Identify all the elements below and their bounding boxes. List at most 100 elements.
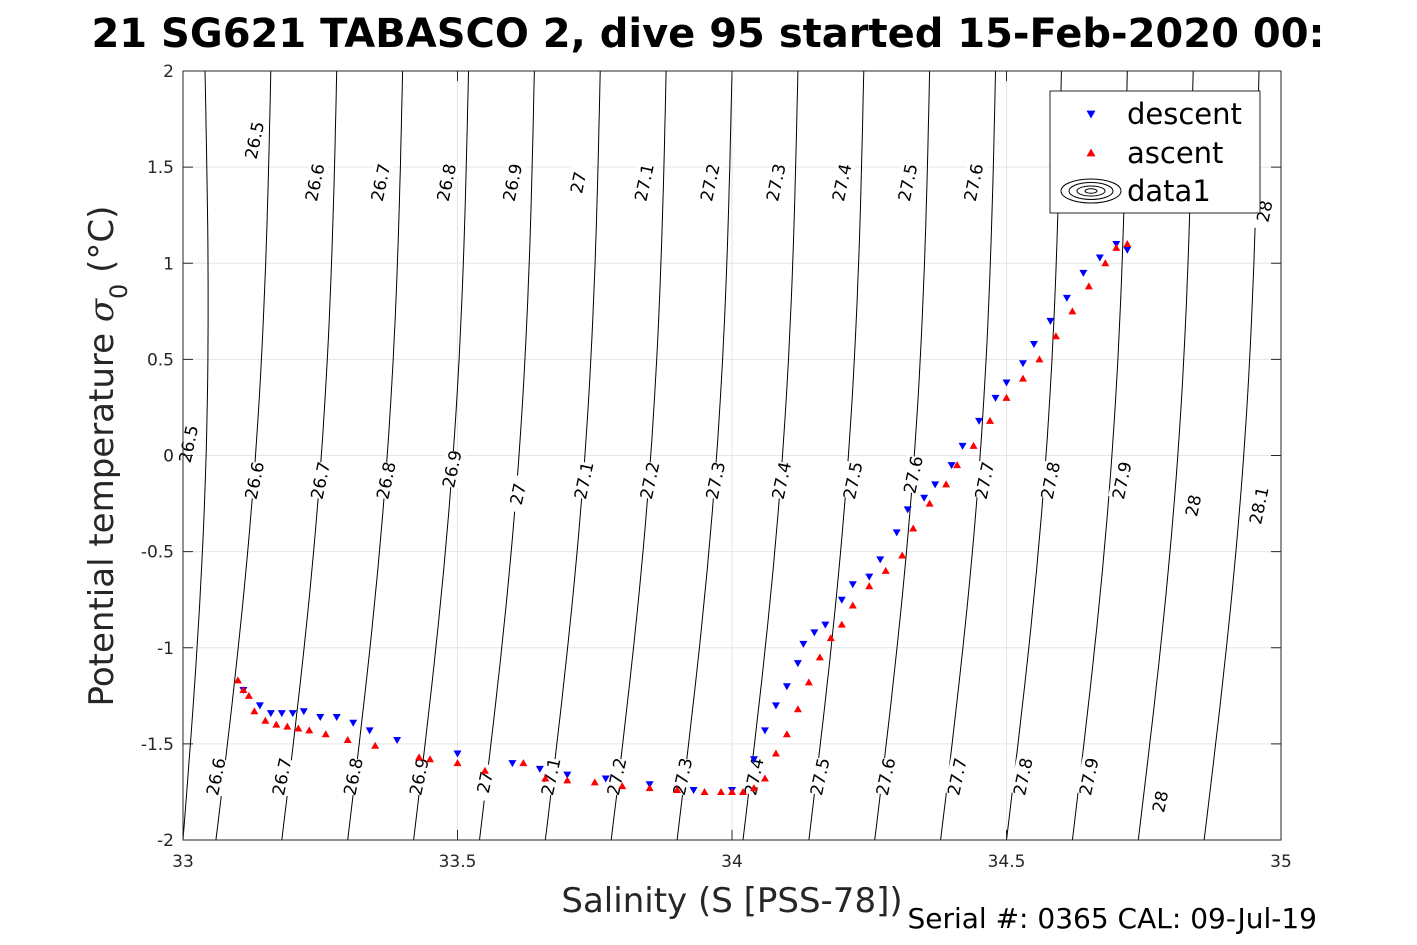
contour-label-background	[899, 455, 927, 495]
descent-point	[821, 621, 830, 629]
descent-point	[393, 737, 402, 745]
contour-label-background	[537, 756, 565, 797]
ascent-point	[1101, 259, 1110, 267]
descent-point	[760, 727, 769, 735]
ascent-point	[343, 736, 352, 744]
ascent-point	[272, 720, 281, 728]
ascent-point	[426, 755, 435, 763]
legend-marker-ascent	[1086, 148, 1096, 157]
ascent-point	[294, 724, 303, 732]
serial-cal-footer: Serial #: 0365 CAL: 09-Jul-19	[907, 902, 1317, 935]
descent-point	[799, 640, 808, 648]
ascent-point	[563, 776, 572, 784]
ascent-point	[815, 653, 824, 661]
ascent-point	[898, 551, 907, 559]
contour-label-background	[174, 424, 203, 464]
data-points	[233, 240, 1132, 795]
contour-label-background	[1108, 460, 1136, 501]
descent-point	[848, 581, 857, 589]
density-contour-line	[742, 71, 799, 840]
ascent-point	[1035, 355, 1044, 363]
descent-point	[255, 702, 264, 710]
descent-point	[1002, 379, 1011, 387]
descent-point	[316, 713, 325, 721]
density-contour-line	[940, 71, 996, 840]
ascent-point	[453, 759, 462, 767]
ascent-point	[541, 774, 550, 782]
descent-point	[299, 708, 308, 716]
legend-label-descent: descent	[1127, 97, 1242, 131]
density-contour-label: 27	[471, 762, 499, 802]
ascent-point	[250, 707, 259, 715]
ascent-point	[321, 730, 330, 738]
contour-label-background	[960, 162, 988, 203]
descent-point	[1095, 254, 1104, 262]
density-contour-line	[183, 71, 209, 840]
ascent-point	[865, 582, 874, 590]
contour-label-background	[306, 460, 334, 501]
ascent-point	[645, 784, 654, 792]
descent-point	[453, 750, 462, 758]
contour-label-background	[372, 460, 400, 501]
ascent-point	[793, 705, 802, 713]
descent-point	[876, 556, 885, 564]
density-contour-line	[874, 71, 931, 840]
ascent-point	[738, 787, 747, 795]
contour-label-background	[894, 162, 922, 203]
ascent-point	[239, 686, 248, 694]
descent-point	[920, 494, 929, 502]
contour-label-background	[701, 460, 730, 501]
ascent-point	[969, 441, 978, 449]
ascent-point	[848, 601, 857, 609]
y-axis-label-main: Potential temperature	[82, 333, 122, 706]
descent-point	[975, 417, 984, 425]
density-contour-line	[281, 71, 338, 840]
ascent-point	[986, 416, 995, 424]
ascent-point	[837, 620, 846, 628]
contour-label-background	[405, 756, 433, 797]
ascent-point	[233, 676, 242, 684]
x-axis-ticks: 33 33.5 34 34.5 35	[172, 71, 1292, 872]
x-axis-label: Salinity (S [PSS-78])	[561, 881, 902, 921]
descent-point	[277, 710, 286, 718]
descent-point	[365, 727, 374, 735]
y-axis-ticks: -2 -1.5 -1 -0.5 0 0.5 1 1.5 2	[141, 62, 1281, 851]
y-tick-label: 1	[163, 254, 174, 274]
contour-label-text: 27	[474, 770, 498, 795]
y-axis-label: Potential temperature σ0 (°C)	[82, 206, 133, 707]
contour-label-background	[970, 460, 999, 501]
y-axis-label-unit: (°C)	[82, 206, 122, 273]
density-contour-line	[808, 71, 865, 840]
contour-label-background	[762, 162, 790, 203]
y-tick-label: -1	[157, 639, 174, 659]
descent-point	[903, 506, 912, 514]
density-contour-label: 28	[1146, 781, 1174, 822]
y-tick-label: 0.5	[147, 350, 174, 370]
density-contour-line	[676, 71, 733, 840]
contour-label-background	[432, 162, 461, 203]
ascent-point	[1084, 282, 1093, 290]
density-contour-labels: 26.526.6 26.7 26.8 26.9 27 27.1 27.2 27.3 27.4 27…	[174, 120, 1279, 822]
density-contour-label: 27	[504, 474, 532, 514]
y-tick-label: 2	[163, 62, 174, 82]
legend-label-ascent: ascent	[1127, 136, 1223, 170]
contour-label-background	[1146, 781, 1174, 822]
contour-label-background	[438, 449, 466, 489]
x-tick-label: 33.5	[439, 852, 477, 872]
descent-point	[1046, 317, 1055, 325]
contour-label-text: 28	[1149, 789, 1173, 814]
legend-label-data1: data1	[1127, 174, 1211, 208]
descent-point	[349, 719, 358, 727]
contour-label-background	[872, 756, 900, 797]
y-tick-label: -2	[157, 831, 174, 851]
density-contour-label: 28	[1179, 485, 1207, 526]
descent-point	[601, 775, 610, 783]
contour-label-background	[630, 162, 658, 203]
density-contour-line	[610, 71, 667, 840]
ascent-point	[244, 691, 253, 699]
contour-label-text: 27	[507, 482, 531, 507]
descent-point	[1062, 294, 1071, 302]
contour-label-background	[828, 162, 856, 203]
y-axis-label-unit-space	[82, 273, 122, 284]
descent-point	[508, 760, 517, 768]
